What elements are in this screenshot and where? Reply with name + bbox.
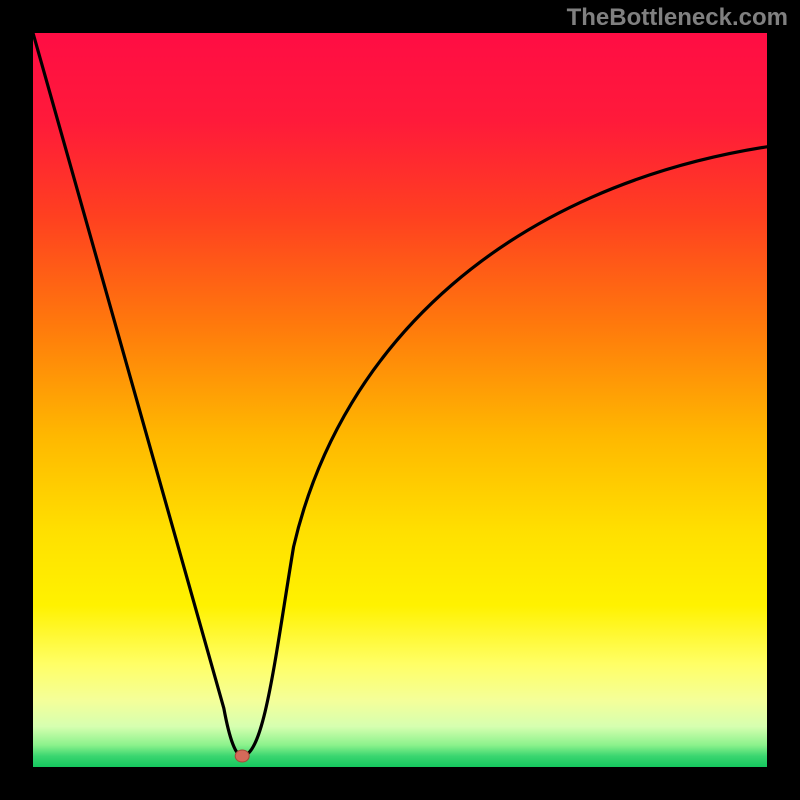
watermark-text: TheBottleneck.com (567, 4, 788, 32)
chart-container: TheBottleneck.com (0, 0, 800, 800)
bottleneck-chart (0, 0, 800, 800)
bottleneck-minimum-marker (235, 750, 249, 762)
chart-plot-area (33, 33, 767, 767)
